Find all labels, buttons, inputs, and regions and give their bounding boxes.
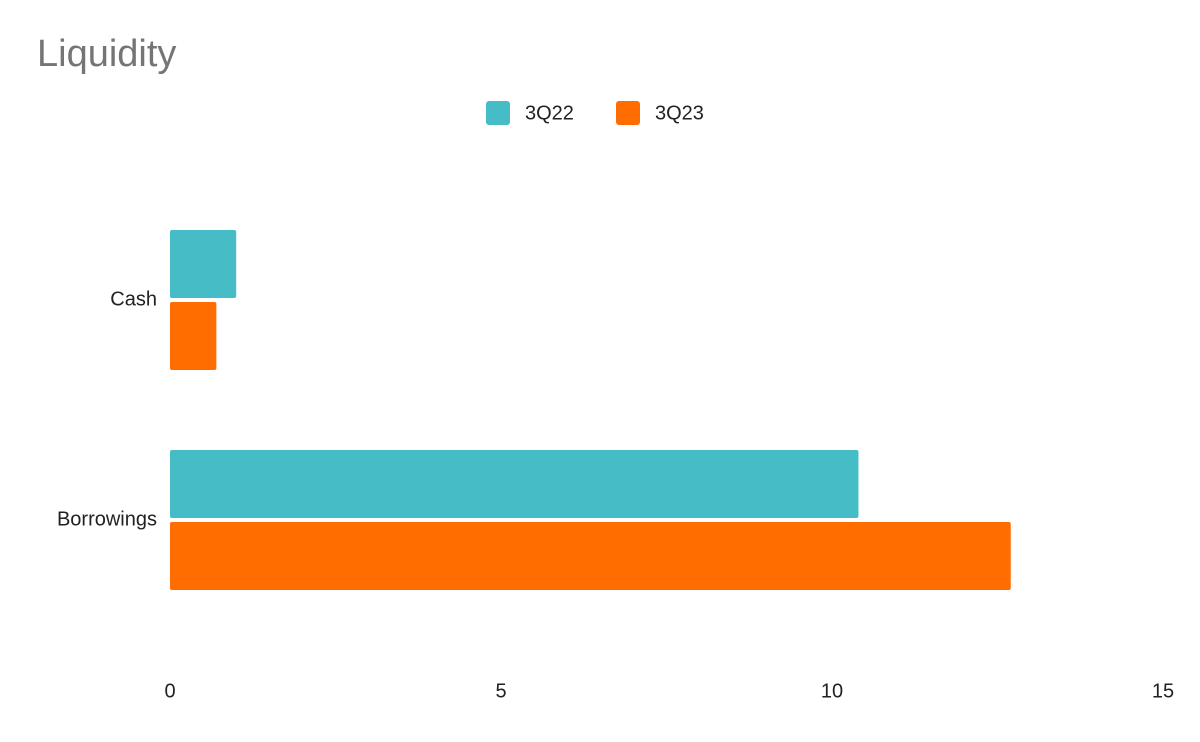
x-tick-label: 15 [1152,680,1174,702]
bar [170,450,859,518]
x-tick-label: 10 [821,680,843,702]
legend-label: 3Q22 [525,102,574,124]
x-tick-label: 5 [495,680,506,702]
legend-swatch [616,101,640,125]
bar [170,522,1011,590]
x-tick-label: 0 [164,680,175,702]
bar [170,302,217,370]
legend-swatch [486,101,510,125]
legend-label: 3Q23 [655,102,704,124]
bar [170,230,237,298]
y-tick-label: Borrowings [57,508,157,530]
y-tick-label: Cash [110,288,157,310]
chart-title: Liquidity [37,33,176,75]
